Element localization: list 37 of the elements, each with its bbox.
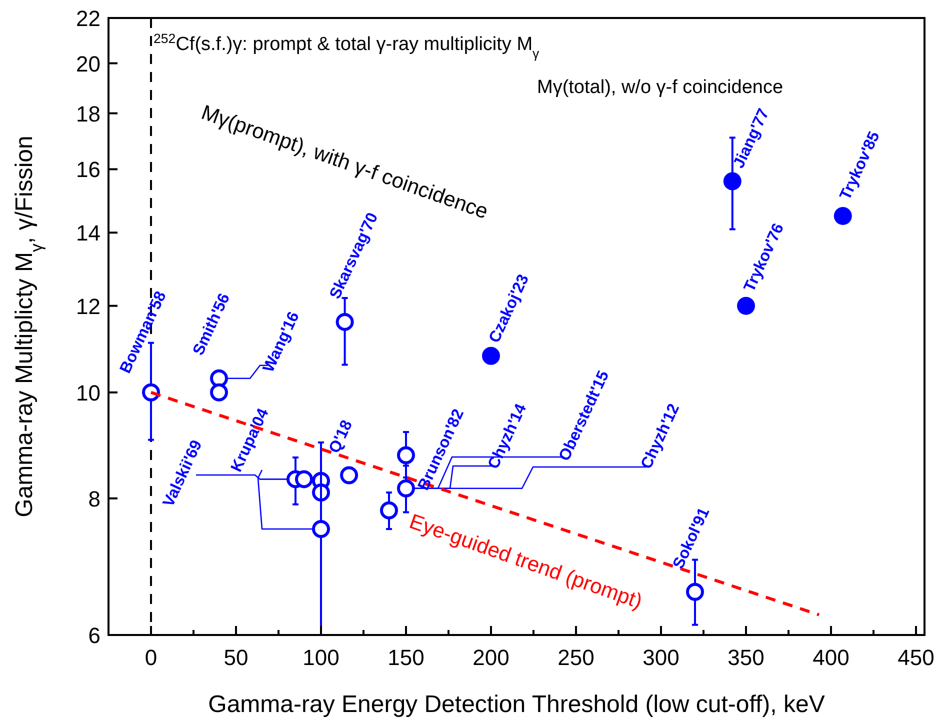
x-tick-label: 150 xyxy=(388,645,424,670)
x-tick-label: 100 xyxy=(302,645,340,670)
text: $^{252}$Cf(s.f.)γ: prompt & total γ-ray multiplicity M$_{γ}$ xyxy=(154,30,540,60)
x-tick-label: 400 xyxy=(812,645,850,670)
y-tick-label: 10 xyxy=(76,380,100,406)
x-tick-label: 50 xyxy=(224,645,248,670)
point xyxy=(397,446,415,464)
point xyxy=(210,383,228,402)
y-tick-label: 16 xyxy=(76,157,100,182)
point xyxy=(312,520,330,538)
y-tick-label: 20 xyxy=(76,51,100,76)
y-tick-label: 22 xyxy=(76,6,100,31)
x-tick-label: 300 xyxy=(642,645,680,670)
y-tick-label: 8 xyxy=(88,486,100,512)
x-tick-label: 200 xyxy=(472,645,510,670)
x-tick-label: 250 xyxy=(558,645,594,670)
point xyxy=(737,296,755,315)
point xyxy=(482,346,500,365)
x-tick-label: 350 xyxy=(728,645,764,670)
point xyxy=(686,582,704,601)
point xyxy=(210,369,228,388)
annotation: Q'18 xyxy=(326,418,356,456)
y-tick-label: 18 xyxy=(76,101,100,126)
y-tick-label: 6 xyxy=(88,623,100,648)
point xyxy=(723,172,742,190)
point xyxy=(340,466,358,484)
x-tick-label: 0 xyxy=(144,645,158,670)
annotation: Mγ(total), w/o γ-f coincidence xyxy=(537,77,784,98)
point xyxy=(834,206,852,225)
y-tick-label: 12 xyxy=(76,294,100,319)
point xyxy=(295,470,313,488)
point xyxy=(336,312,354,331)
point xyxy=(397,479,415,498)
x-axis-title: Gamma-ray Energy Detection Threshold (low cut-off), keV xyxy=(208,691,825,718)
point xyxy=(380,501,398,520)
x-tick-label: 450 xyxy=(898,645,934,670)
y-tick-label: 14 xyxy=(76,220,100,246)
